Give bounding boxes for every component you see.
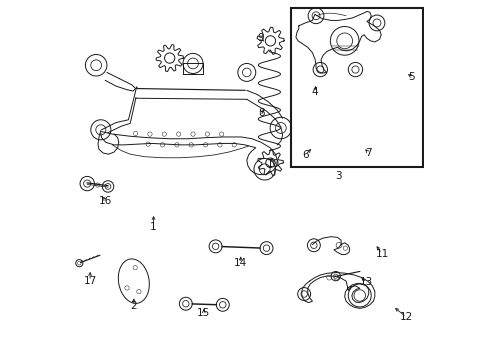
Text: 3: 3	[335, 171, 342, 181]
Text: 9: 9	[258, 33, 265, 43]
Text: 6: 6	[302, 150, 309, 160]
Text: 16: 16	[99, 196, 113, 206]
Text: 2: 2	[130, 301, 137, 311]
Text: 7: 7	[366, 148, 372, 158]
Text: 15: 15	[197, 309, 210, 318]
Text: 5: 5	[409, 72, 415, 82]
Text: 13: 13	[360, 277, 373, 287]
Text: 11: 11	[375, 248, 389, 258]
Text: 8: 8	[258, 108, 265, 118]
Bar	[291, 8, 422, 167]
Text: 17: 17	[83, 276, 97, 286]
Text: 10: 10	[267, 159, 279, 169]
Text: 1: 1	[150, 222, 157, 232]
Text: 14: 14	[234, 258, 247, 268]
Text: 12: 12	[400, 312, 413, 322]
Text: 4: 4	[312, 87, 318, 97]
